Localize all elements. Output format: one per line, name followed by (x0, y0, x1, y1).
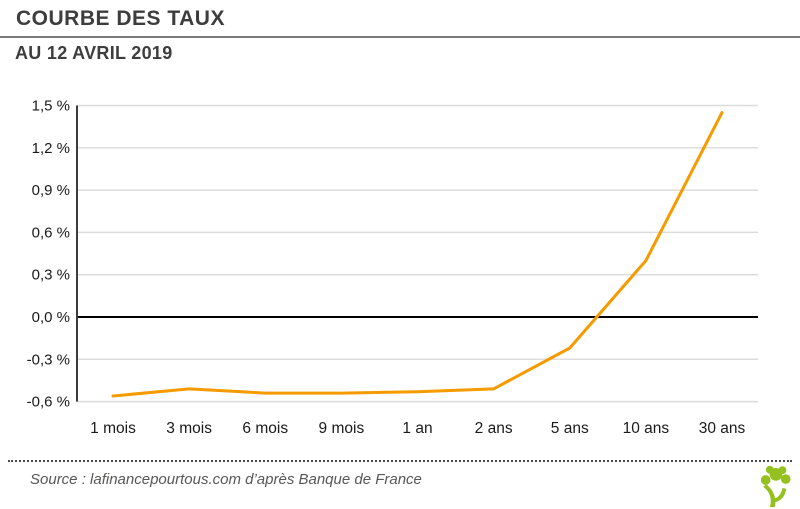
y-axis-tick-label: 1,2 % (32, 140, 70, 157)
rate-curve-line (111, 111, 724, 398)
x-axis-tick-label: 9 mois (319, 420, 365, 437)
x-axis-tick-label: 6 mois (242, 420, 288, 437)
x-axis-tick-label: 3 mois (166, 420, 212, 437)
source-caption: Source : lafinancepourtous.com d’après B… (30, 471, 422, 488)
x-axis-tick-label: 5 ans (551, 420, 589, 437)
y-axis-tick-label: -0,6 % (27, 394, 70, 411)
y-axis-tick-label: 0,6 % (32, 224, 70, 241)
x-axis-tick-label: 2 ans (475, 420, 513, 437)
tree-logo-icon (760, 466, 791, 507)
y-axis-tick-label: 0,9 % (32, 182, 70, 199)
page-subtitle: AU 12 AVRIL 2019 (15, 43, 173, 63)
y-axis-tick-label: 0,3 % (32, 267, 70, 284)
header-divider (0, 36, 800, 38)
x-axis-tick-label: 10 ans (623, 420, 670, 437)
x-axis-tick-label: 30 ans (699, 420, 746, 437)
footer-dotted-divider (8, 460, 792, 462)
y-axis-tick-label: 0,0 % (32, 309, 70, 326)
page-title: COURBE DES TAUX (16, 7, 225, 30)
y-axis-tick-label: -0,3 % (27, 351, 70, 368)
y-axis-tick-label: 1,5 % (32, 98, 70, 115)
x-axis-tick-label: 1 an (402, 420, 432, 437)
x-axis-tick-label: 1 mois (90, 420, 136, 437)
yield-curve-chart: 1,5 % 1,2 % 0,9 % 0,6 % 0,3 % 0,0 % -0,3 % -0,6… (27, 98, 758, 437)
